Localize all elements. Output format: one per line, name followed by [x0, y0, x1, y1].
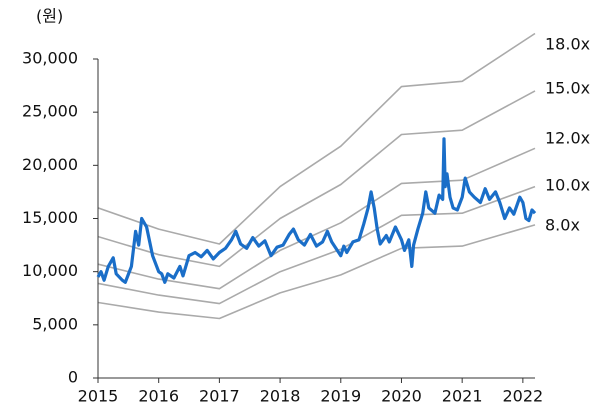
band-line — [98, 32, 536, 245]
x-tick-label: 2016 — [138, 387, 179, 406]
band-label: 15.0x — [545, 79, 590, 98]
x-tick-label: 2021 — [442, 387, 483, 406]
band-label: 12.0x — [545, 129, 590, 148]
y-tick-label: 5,000 — [32, 314, 78, 333]
y-tick-label: 0 — [68, 368, 78, 387]
x-tick-label: 2020 — [381, 387, 422, 406]
price-line — [96, 137, 537, 284]
x-tick-label: 2017 — [199, 387, 240, 406]
y-tick-label: 10,000 — [22, 261, 78, 280]
band-label: 8.0x — [545, 216, 580, 235]
y-tick-label: 25,000 — [22, 102, 78, 121]
y-tick-label: 20,000 — [22, 155, 78, 174]
x-tick-label: 2018 — [260, 387, 301, 406]
band-line — [98, 185, 536, 305]
band-line — [98, 147, 536, 290]
y-tick-label: 15,000 — [22, 208, 78, 227]
x-tick-label: 2019 — [320, 387, 361, 406]
y-axis-label: (원) — [36, 7, 63, 26]
x-tick-label: 2015 — [78, 387, 119, 406]
x-tick-label: 2022 — [503, 387, 544, 406]
band-label: 18.0x — [545, 35, 590, 54]
band-line — [98, 224, 536, 320]
y-tick-label: 30,000 — [22, 49, 78, 68]
band-label: 10.0x — [545, 176, 590, 195]
band-line — [98, 90, 536, 268]
